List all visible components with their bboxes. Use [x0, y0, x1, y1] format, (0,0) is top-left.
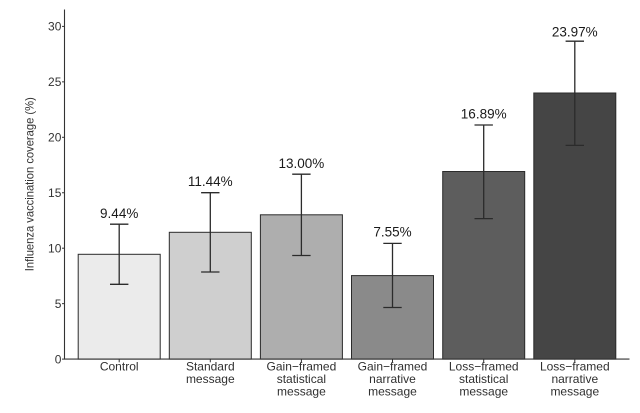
svg-text:13.00%: 13.00%: [279, 156, 325, 171]
svg-text:16.89%: 16.89%: [461, 106, 507, 121]
svg-text:Control: Control: [100, 360, 139, 374]
svg-text:10: 10: [48, 241, 62, 255]
svg-text:15: 15: [48, 186, 62, 200]
svg-text:20: 20: [48, 131, 62, 145]
svg-text:23.97%: 23.97%: [552, 24, 598, 39]
svg-text:5: 5: [55, 297, 62, 311]
svg-text:7.55%: 7.55%: [373, 225, 411, 240]
svg-text:25: 25: [48, 75, 62, 89]
svg-text:0: 0: [55, 352, 62, 366]
svg-text:11.44%: 11.44%: [188, 174, 233, 189]
svg-text:30: 30: [48, 20, 62, 34]
svg-text:Influenza vaccination coverage: Influenza vaccination coverage (%): [24, 97, 37, 271]
svg-text:9.44%: 9.44%: [100, 206, 138, 221]
